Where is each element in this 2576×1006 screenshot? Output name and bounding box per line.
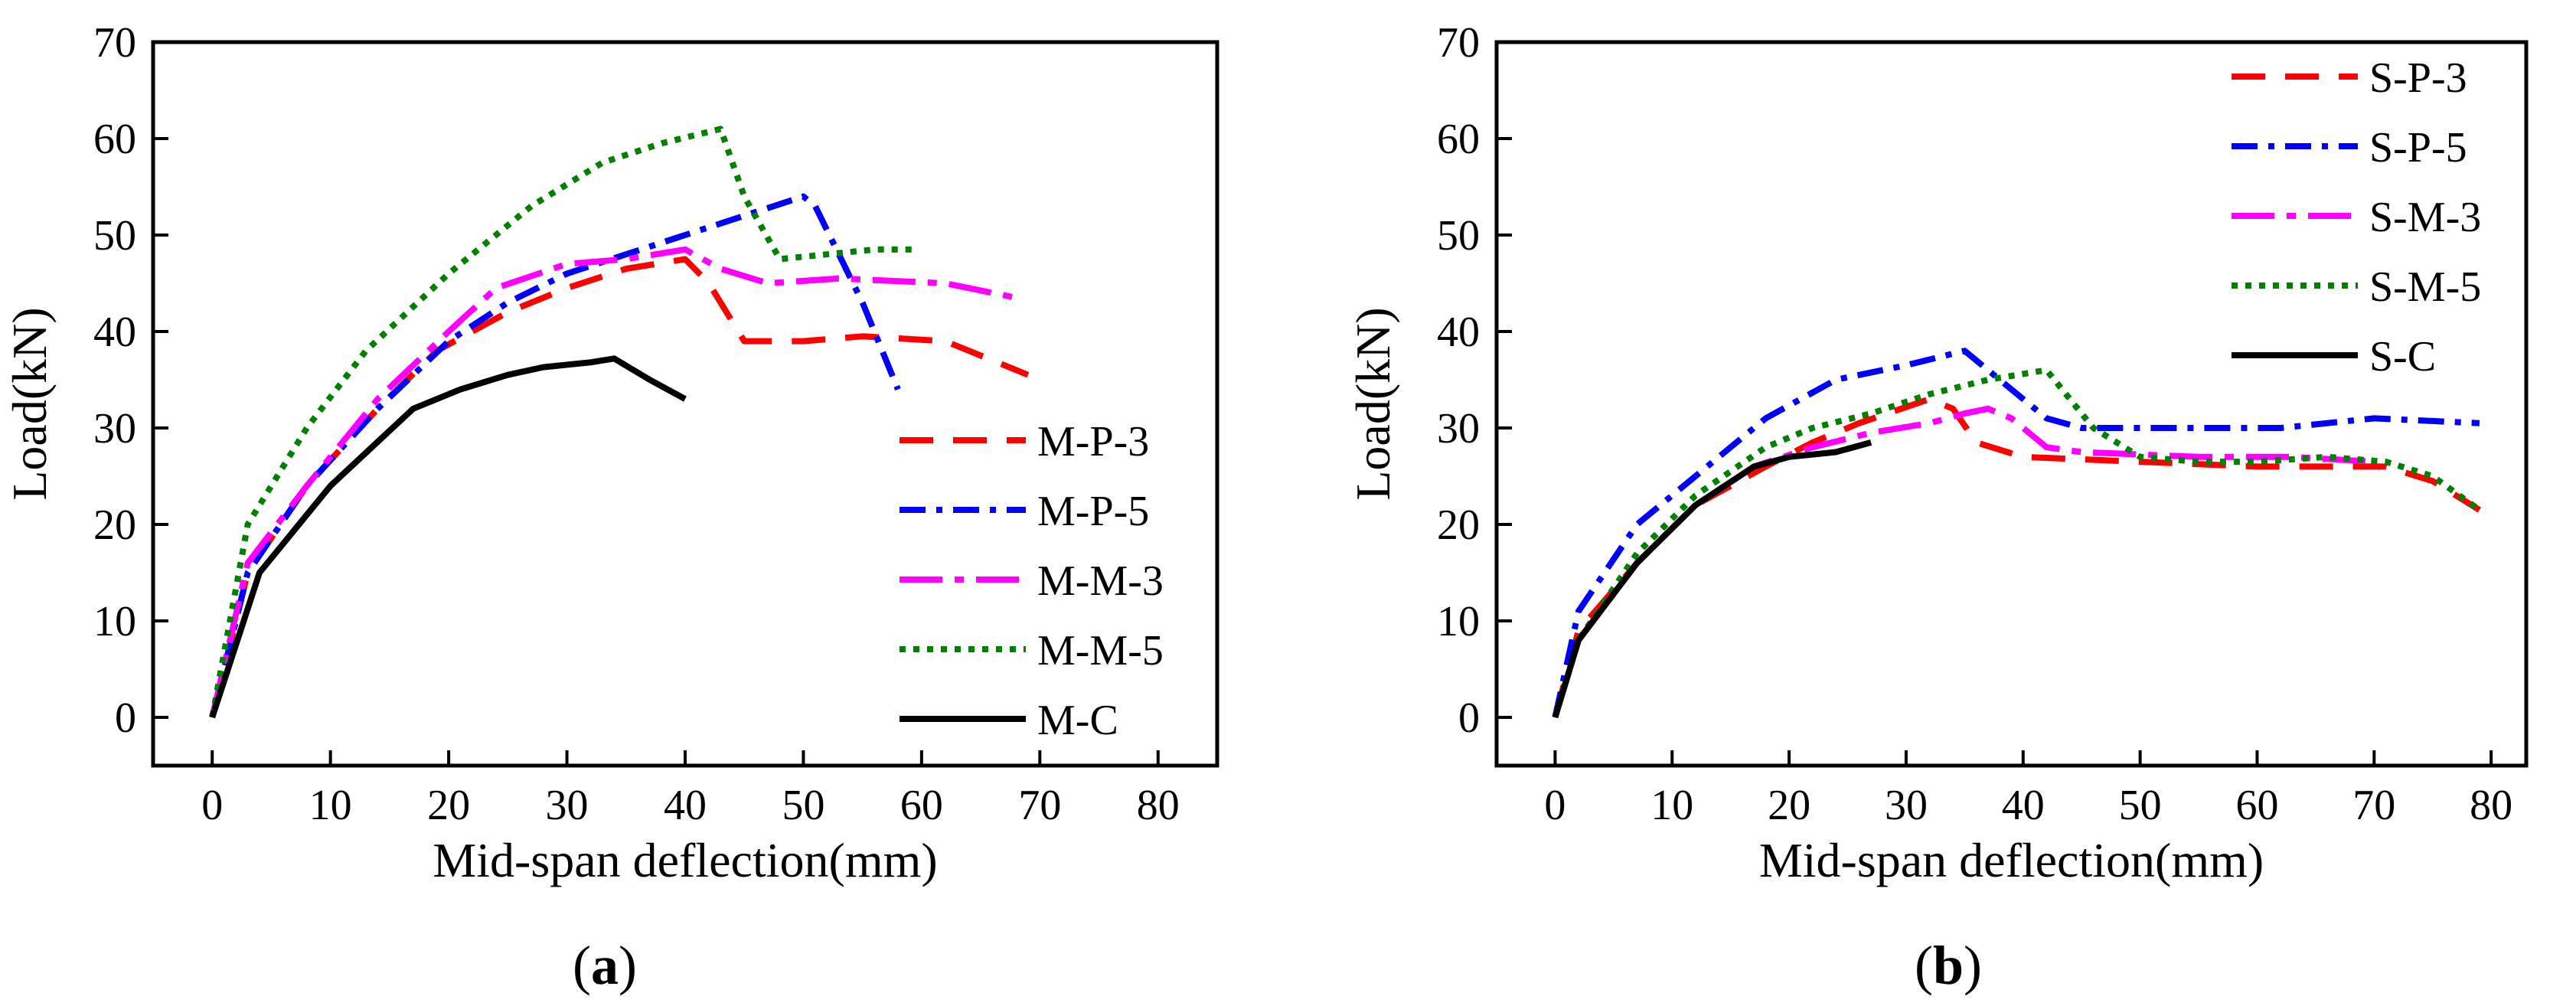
x-tick-label: 70 — [2352, 782, 2395, 829]
series-line-s-m-5 — [1552, 367, 2482, 719]
series-line-s-p-5 — [1552, 348, 2480, 718]
series-line-m-m-3 — [209, 246, 1017, 718]
y-tick-label: 20 — [1437, 501, 1480, 549]
y-tick-label: 40 — [1437, 309, 1480, 356]
series-line-m-p-3 — [209, 256, 1030, 718]
legend-label-m-c: M-C — [1037, 697, 1118, 744]
panel-label-a-letter: a — [591, 935, 619, 996]
series-line-s-c — [1552, 439, 1872, 719]
y-tick-label: 0 — [115, 694, 136, 742]
x-tick-label: 40 — [2002, 782, 2045, 829]
y-tick-label: 0 — [1458, 694, 1480, 742]
y-tick-label: 60 — [93, 116, 136, 163]
x-axis-title: Mid-span deflection(mm) — [433, 833, 937, 887]
plot-frame — [1494, 40, 2529, 768]
y-tick-label: 30 — [93, 405, 136, 452]
x-tick-label: 50 — [782, 782, 824, 829]
chart-panel-a: 0 10 20 30 40 50 60 70 80 0 10 20 30 40 50 60 70 Mid-span… — [2, 19, 1219, 887]
y-tick-label: 50 — [1437, 212, 1480, 260]
legend-label-s-p-3: S-P-3 — [2369, 54, 2467, 102]
legend-label-m-m-5: M-M-5 — [1037, 627, 1164, 674]
panel-label-b-letter: b — [1933, 935, 1964, 996]
x-tick-label: 20 — [1768, 782, 1810, 829]
series-line-s-m-3 — [1552, 405, 2375, 719]
y-tick-label: 50 — [93, 212, 136, 260]
x-tick-label: 80 — [2470, 782, 2512, 829]
y-tick-label: 40 — [93, 309, 136, 356]
x-tick-label: 10 — [309, 782, 352, 829]
series-line-m-p-5 — [209, 193, 901, 718]
legend-label-m-p-3: M-P-3 — [1037, 418, 1149, 465]
x-tick-label: 80 — [1137, 782, 1180, 829]
y-tick-label: 10 — [93, 598, 136, 645]
series-line-s-p-3 — [1552, 396, 2482, 719]
x-tick-label: 0 — [1544, 782, 1566, 829]
y-axis-title: Load(kN) — [2, 307, 57, 500]
legend-label-s-m-5: S-M-5 — [2369, 263, 2481, 311]
panel-label-b: (b) — [1915, 935, 1982, 996]
x-tick-label: 30 — [546, 782, 589, 829]
x-tick-label: 0 — [201, 782, 223, 829]
legend-label-s-p-5: S-P-5 — [2369, 124, 2467, 171]
x-tick-label: 10 — [1650, 782, 1693, 829]
x-tick-label: 70 — [1018, 782, 1061, 829]
y-tick-label: 70 — [1437, 19, 1480, 67]
x-tick-label: 20 — [427, 782, 470, 829]
x-axis-title: Mid-span deflection(mm) — [1759, 833, 2264, 887]
legend-label-s-m-3: S-M-3 — [2369, 194, 2481, 241]
y-tick-label: 30 — [1437, 405, 1480, 452]
chart-panel-b: 0 10 20 30 40 50 60 70 80 0 10 20 30 40 50 60 70 Mid-span… — [1346, 19, 2529, 887]
x-tick-label: 40 — [664, 782, 707, 829]
y-axis-title: Load(kN) — [1346, 307, 1400, 500]
series-line-m-c — [209, 355, 687, 719]
x-tick-label: 60 — [900, 782, 943, 829]
legend-label-m-m-3: M-M-3 — [1037, 557, 1164, 605]
legend-label-s-c: S-C — [2369, 333, 2436, 381]
x-tick-label: 30 — [1885, 782, 1928, 829]
y-tick-label: 70 — [93, 19, 136, 67]
x-tick-label: 50 — [2119, 782, 2162, 829]
series-line-m-m-5 — [209, 126, 916, 718]
y-tick-label: 20 — [93, 501, 136, 549]
x-tick-label: 60 — [2235, 782, 2278, 829]
y-tick-label: 60 — [1437, 116, 1480, 163]
legend-label-m-p-5: M-P-5 — [1037, 488, 1149, 535]
panel-label-a: (a) — [573, 935, 637, 996]
y-tick-label: 10 — [1437, 598, 1480, 645]
